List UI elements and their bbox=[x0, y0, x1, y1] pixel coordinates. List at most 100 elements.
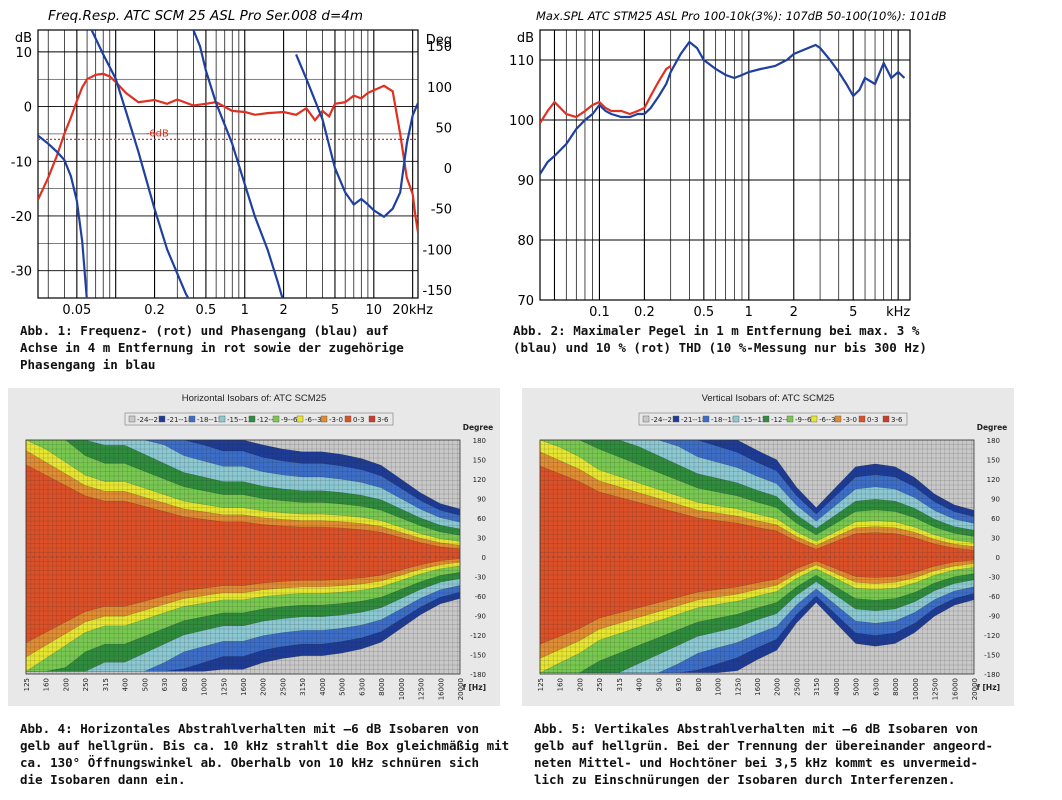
chart-title: Max.SPL ATC STM25 ASL Pro 100-10k(3%): 1… bbox=[536, 9, 947, 23]
x-tick-label: 20000 bbox=[457, 678, 465, 700]
x-tick-label: 1600 bbox=[240, 678, 248, 696]
legend-label: 0-3 bbox=[353, 416, 364, 424]
y-tick-label: 60 bbox=[477, 515, 486, 523]
x-tick-label: 5 bbox=[849, 305, 857, 320]
legend-swatch bbox=[344, 415, 352, 423]
legend-box bbox=[638, 412, 908, 426]
x-tick-label: 1 bbox=[745, 305, 753, 320]
grid-overlay bbox=[25, 439, 460, 675]
y-tick-label: 180 bbox=[987, 437, 1000, 445]
x-tick-label: 10000 bbox=[398, 678, 406, 700]
legend-swatch bbox=[672, 415, 680, 423]
isobar-band-7 bbox=[26, 464, 460, 644]
legend-swatch bbox=[882, 415, 890, 423]
legend-label: 3-6 bbox=[377, 416, 389, 424]
vertical-isobars-chart: Vertical Isobars of: ATC SCM25 -24--21 -21… bbox=[522, 388, 1014, 706]
x-tick-label: 20000 bbox=[971, 678, 979, 700]
legend-label: -18--15 bbox=[711, 416, 736, 424]
legend-swatch bbox=[158, 415, 166, 423]
legend-label: -9--6 bbox=[795, 416, 812, 424]
x-tick-label: 2000 bbox=[774, 678, 782, 696]
legend-swatch bbox=[762, 415, 770, 423]
y2-axis-label: Deg bbox=[426, 33, 452, 48]
x-tick-label: 250 bbox=[596, 678, 604, 691]
caption-fig5: Abb. 5: Vertikales Abstrahlverhalten mit… bbox=[534, 720, 993, 788]
x-tick-label: 16000 bbox=[437, 678, 445, 700]
x-tick-label: kHz bbox=[886, 305, 910, 320]
y-tick-label: 30 bbox=[477, 535, 486, 543]
x-tick-label: 1250 bbox=[734, 678, 742, 696]
y2-tick-label: -150 bbox=[422, 284, 452, 299]
x-tick-label: 400 bbox=[636, 678, 644, 691]
x-tick-label: 6300 bbox=[872, 678, 880, 696]
legend-label: 0-3 bbox=[867, 416, 878, 424]
y-tick-label: -90 bbox=[989, 613, 1000, 621]
caption-fig4-line2: gelb auf hellgrün. Bis ca. 10 kHz strahl… bbox=[20, 738, 510, 753]
legend-swatch bbox=[732, 415, 740, 423]
y2-tick-label: -50 bbox=[431, 203, 452, 218]
x-tick-label: 0.5 bbox=[693, 305, 714, 320]
plot-frame bbox=[25, 439, 461, 675]
x-tick-label: 2000 bbox=[260, 678, 268, 696]
legend: -24--21 -21--18 -18--15 -15--12 -12--9 -9--6-… bbox=[124, 412, 394, 426]
x-tick-label: 630 bbox=[675, 678, 683, 691]
y2-tick-label: 50 bbox=[435, 121, 452, 136]
x-tick-label: 5 bbox=[331, 303, 339, 318]
x-tick-label: 12500 bbox=[932, 678, 940, 700]
x-tick-label: 5000 bbox=[853, 678, 861, 696]
horizontal-isobars-chart: Horizontal Isobars of: ATC SCM25 -24--21-… bbox=[8, 388, 500, 706]
legend-label: -15--12 bbox=[741, 416, 766, 424]
legend-label: -9--6 bbox=[281, 416, 298, 424]
y-tick-label: -180 bbox=[470, 671, 486, 679]
legend-swatch bbox=[188, 415, 196, 423]
x-tick-label: 16000 bbox=[951, 678, 959, 700]
x-tick-label: 1000 bbox=[201, 678, 209, 696]
x-tick-label: 0.05 bbox=[62, 303, 91, 318]
x-tick-label: 200 bbox=[576, 678, 584, 691]
y-tick-label: 30 bbox=[991, 535, 1000, 543]
x-tick-label: 3150 bbox=[813, 678, 821, 696]
x-tick-label: 2500 bbox=[793, 678, 801, 696]
legend-label: -24--21 bbox=[137, 416, 162, 424]
x-tick-label: 800 bbox=[181, 678, 189, 691]
legend: -24--21 -21--18 -18--15 -15--12 -12--9 -9--6-… bbox=[638, 412, 908, 426]
legend-label: -21--18 bbox=[681, 416, 706, 424]
y-tick-label: 150 bbox=[473, 457, 486, 465]
legend-swatch bbox=[786, 415, 794, 423]
x-tick-label: 1000 bbox=[715, 678, 723, 696]
isobar-bands bbox=[540, 440, 974, 673]
isobar-band-7 bbox=[540, 465, 974, 645]
x-tick-label: 1600 bbox=[754, 678, 762, 696]
y-tick-label: -30 bbox=[11, 265, 32, 280]
legend-label: -24--21 bbox=[651, 416, 676, 424]
chart-title: Vertical Isobars of: ATC SCM25 bbox=[702, 393, 835, 404]
x-tick-label: 315 bbox=[102, 678, 110, 691]
x-tick-label: 400 bbox=[122, 678, 130, 691]
chart-title: Horizontal Isobars of: ATC SCM25 bbox=[182, 393, 327, 404]
caption-fig4-line3: ca. 130° Öffnungswinkel ab. Oberhalb von… bbox=[20, 755, 480, 770]
series-line-1 bbox=[38, 30, 418, 298]
y-tick-label: 0 bbox=[24, 101, 32, 116]
x-tick-label: 0.2 bbox=[634, 305, 655, 320]
y-tick-label: 150 bbox=[987, 457, 1000, 465]
y-axis-label: dB bbox=[15, 31, 32, 46]
caption-fig1-line3: Phasengang in blau bbox=[20, 357, 156, 372]
y-tick-label: -150 bbox=[984, 652, 1000, 660]
minus-6db-label: -6dB bbox=[146, 128, 169, 139]
legend-label: -6--3 bbox=[819, 416, 836, 424]
x-tick-label: 2 bbox=[790, 305, 798, 320]
y2-tick-label: 150 bbox=[427, 40, 452, 55]
y-tick-label: -90 bbox=[475, 613, 486, 621]
caption-fig5-line3: neten Mittel- und Hochtöner bei 3,5 kHz … bbox=[534, 755, 979, 770]
caption-fig4: Abb. 4: Horizontales Abstrahlverhalten m… bbox=[20, 720, 509, 788]
y-tick-label: 90 bbox=[517, 174, 534, 189]
x-tick-label: 8000 bbox=[892, 678, 900, 696]
caption-fig2-line2: (blau) und 10 % (rot) THD (10 %-Messung … bbox=[513, 340, 927, 355]
legend-swatch bbox=[834, 415, 842, 423]
legend-swatch bbox=[128, 415, 136, 423]
x-tick-label: 250 bbox=[82, 678, 90, 691]
legend-label: 3-6 bbox=[891, 416, 903, 424]
series-line-0 bbox=[540, 65, 672, 124]
legend-label: -6--3 bbox=[305, 416, 322, 424]
y-tick-label: 180 bbox=[473, 437, 486, 445]
